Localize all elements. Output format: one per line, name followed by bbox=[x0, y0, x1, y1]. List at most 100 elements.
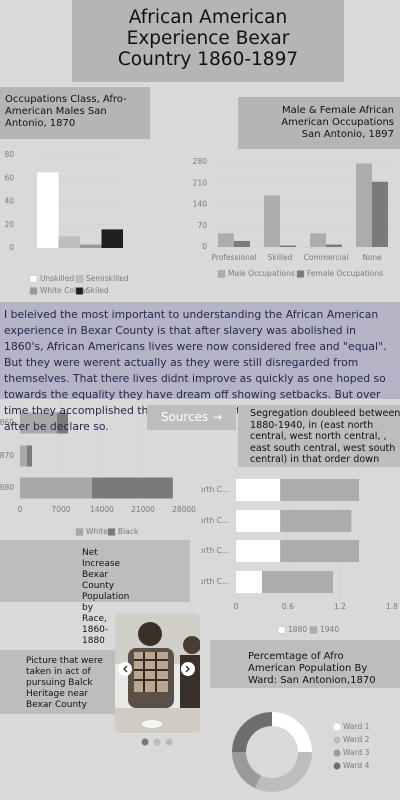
bar bbox=[262, 571, 334, 593]
paragraph: I beleived the most important to underst… bbox=[0, 302, 400, 433]
legend-swatch bbox=[296, 270, 305, 278]
legend-swatch bbox=[309, 626, 318, 634]
bar bbox=[20, 477, 93, 499]
page-title: African American Experience Bexar Countr… bbox=[72, 0, 344, 82]
carousel-prev[interactable] bbox=[118, 662, 132, 676]
bar bbox=[236, 510, 281, 532]
y-tick-label: North C... bbox=[193, 485, 229, 494]
chart-title: Occupations Class, Afro-American Males S… bbox=[0, 87, 150, 139]
legend-label: 1880 bbox=[288, 625, 307, 634]
legend-swatch bbox=[333, 762, 341, 770]
x-tick-label: 0 bbox=[18, 505, 23, 514]
legend-label: Male Occupations bbox=[228, 269, 295, 278]
carousel-dot[interactable] bbox=[141, 738, 149, 746]
y-tick-label: 210 bbox=[193, 178, 208, 187]
x-tick-label: 21000 bbox=[131, 505, 155, 514]
bar bbox=[27, 445, 33, 467]
y-tick-label: North C... bbox=[193, 546, 229, 555]
bar bbox=[280, 479, 360, 501]
bar bbox=[326, 244, 342, 247]
legend-label: Black bbox=[118, 527, 139, 536]
chart-title: Segregation doubleed between 1880-1940, … bbox=[238, 405, 400, 467]
bar bbox=[20, 412, 57, 434]
bar bbox=[92, 477, 173, 499]
x-tick-label: None bbox=[362, 253, 382, 262]
y-tick-label: 80 bbox=[4, 150, 14, 159]
legend-swatch bbox=[333, 749, 341, 757]
y-tick-label: 0 bbox=[202, 242, 207, 251]
y-tick-label: 40 bbox=[4, 197, 14, 206]
chart-title: Percemtage of Afro American Population B… bbox=[210, 640, 400, 688]
carousel-next[interactable] bbox=[181, 662, 195, 676]
legend-label: Female Occupations bbox=[307, 269, 383, 278]
bar bbox=[236, 479, 281, 501]
sources-button[interactable]: Sources → bbox=[147, 405, 236, 430]
donut-slice bbox=[232, 752, 261, 789]
legend-swatch bbox=[217, 270, 226, 278]
bar bbox=[218, 233, 234, 247]
legend-swatch bbox=[29, 275, 38, 283]
legend-swatch bbox=[277, 626, 286, 634]
x-tick-label: 28000 bbox=[172, 505, 196, 514]
carousel-dot[interactable] bbox=[165, 738, 173, 746]
y-tick-label: North C... bbox=[193, 516, 229, 525]
y-tick-label: 1880 bbox=[0, 483, 14, 492]
bar bbox=[372, 181, 388, 247]
y-tick-label: 1870 bbox=[0, 451, 14, 460]
x-tick-label: Commercial bbox=[304, 253, 349, 262]
y-tick-labels: North C... North C... North C... North C... bbox=[193, 485, 229, 586]
photo-caption: Picture that were taken in act of pursui… bbox=[0, 650, 115, 714]
legend-label: White bbox=[86, 527, 108, 536]
bar bbox=[264, 195, 280, 247]
y-tick-label: 280 bbox=[193, 157, 208, 166]
donut-slice bbox=[272, 712, 312, 752]
bar bbox=[80, 244, 102, 248]
bar bbox=[280, 245, 296, 247]
x-tick-label: 1.2 bbox=[334, 602, 346, 611]
legend-label: Ward 3 bbox=[343, 748, 370, 757]
legend-label: 1940 bbox=[320, 625, 339, 634]
chart-title: Male & Female African American Occupatio… bbox=[238, 97, 400, 149]
legend-label: White Colaar bbox=[40, 286, 89, 295]
legend-swatch bbox=[75, 275, 84, 283]
y-tick-label: 60 bbox=[4, 173, 14, 182]
x-tick-label: 1.8 bbox=[386, 602, 398, 611]
bar bbox=[101, 229, 123, 248]
y-tick-labels: 1860 1870 1880 bbox=[0, 418, 14, 492]
y-tick-label: 70 bbox=[197, 221, 207, 230]
x-tick-label: 14000 bbox=[90, 505, 114, 514]
photo bbox=[115, 614, 200, 733]
bar bbox=[280, 510, 352, 532]
bar bbox=[356, 163, 372, 247]
bar bbox=[310, 233, 326, 247]
legend-swatch bbox=[333, 723, 341, 731]
y-tick-label: 20 bbox=[4, 220, 14, 229]
x-tick-label: 0 bbox=[234, 602, 239, 611]
y-tick-label: 0 bbox=[9, 243, 14, 252]
legend-swatch bbox=[75, 528, 84, 536]
bar bbox=[56, 412, 69, 434]
donut-slice bbox=[232, 712, 272, 752]
bar bbox=[20, 445, 28, 467]
chart-title: Net Increase Bexar County Population by … bbox=[0, 540, 190, 646]
y-tick-label: North C... bbox=[193, 577, 229, 586]
legend-label: Ward 1 bbox=[343, 722, 370, 731]
bar bbox=[236, 540, 281, 562]
legend-swatch bbox=[107, 528, 116, 536]
y-tick-label: 140 bbox=[193, 200, 208, 209]
bar bbox=[280, 540, 360, 562]
carousel-dot[interactable] bbox=[153, 738, 161, 746]
bar bbox=[236, 571, 262, 593]
legend-label: Ward 4 bbox=[343, 761, 370, 770]
legend-label: Unskilled bbox=[40, 274, 74, 283]
legend-label: Semiskilled bbox=[86, 274, 129, 283]
y-tick-label: 1860 bbox=[0, 418, 14, 427]
x-tick-label: Skilled bbox=[268, 253, 293, 262]
legend-swatch bbox=[29, 287, 38, 295]
x-tick-label: 0.6 bbox=[282, 602, 294, 611]
x-tick-label: 7000 bbox=[51, 505, 70, 514]
legend-label: Skiled bbox=[86, 286, 109, 295]
legend-swatch bbox=[75, 287, 84, 295]
